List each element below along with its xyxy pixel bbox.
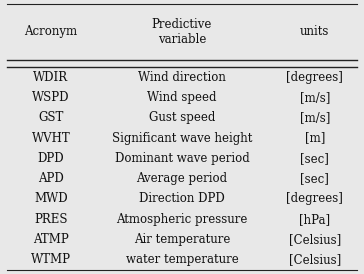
Text: [degrees]: [degrees] [286,192,343,206]
Text: GST: GST [38,111,64,124]
Text: [m/s]: [m/s] [300,91,330,104]
Text: WDIR: WDIR [33,71,68,84]
Text: WSPD: WSPD [32,91,70,104]
Text: ATMP: ATMP [33,233,69,246]
Text: Dominant wave period: Dominant wave period [115,152,249,165]
Text: MWD: MWD [34,192,68,206]
Text: water temperature: water temperature [126,253,238,266]
Text: Air temperature: Air temperature [134,233,230,246]
Text: Average period: Average period [136,172,228,185]
Text: [Celsius]: [Celsius] [289,253,341,266]
Text: [Celsius]: [Celsius] [289,233,341,246]
Text: Wind direction: Wind direction [138,71,226,84]
Text: WTMP: WTMP [31,253,71,266]
Text: [m]: [m] [305,132,325,145]
Text: [m/s]: [m/s] [300,111,330,124]
Text: units: units [300,25,329,38]
Text: WVHT: WVHT [32,132,70,145]
Text: PRES: PRES [34,213,68,226]
Text: Acronym: Acronym [24,25,78,38]
Text: Wind speed: Wind speed [147,91,217,104]
Text: Atmospheric pressure: Atmospheric pressure [116,213,248,226]
Text: Gust speed: Gust speed [149,111,215,124]
Text: Significant wave height: Significant wave height [112,132,252,145]
Text: Predictive
variable: Predictive variable [152,18,212,45]
Text: APD: APD [38,172,64,185]
Text: Direction DPD: Direction DPD [139,192,225,206]
Text: [hPa]: [hPa] [299,213,331,226]
Text: [degrees]: [degrees] [286,71,343,84]
Text: [sec]: [sec] [300,172,329,185]
Text: DPD: DPD [37,152,64,165]
Text: [sec]: [sec] [300,152,329,165]
